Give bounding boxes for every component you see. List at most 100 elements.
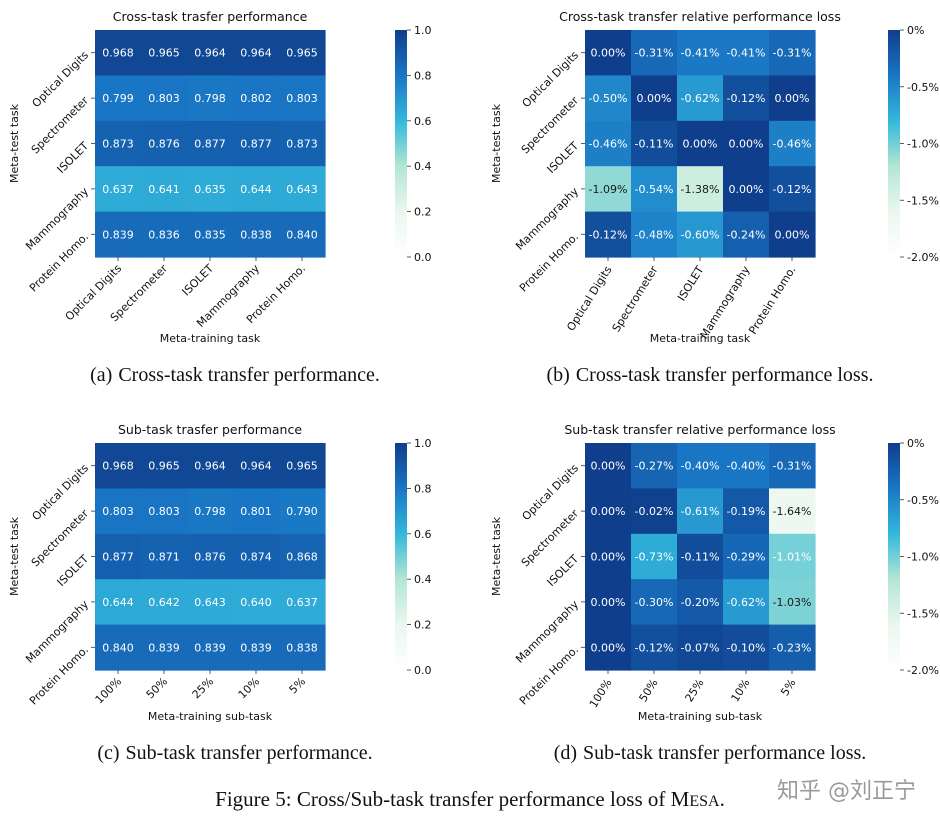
cell-value-label: 0.965	[286, 460, 318, 473]
cell-value-label: 0.839	[194, 641, 226, 654]
caption-c: (c) Sub-task transfer performance.	[50, 742, 420, 765]
heatmap-cell	[631, 120, 678, 167]
cell-value-label: 0.642	[148, 596, 180, 609]
heatmap-cell	[187, 579, 234, 626]
cell-value-label: -0.61%	[681, 505, 720, 518]
cell-value-label: 0.643	[286, 183, 318, 196]
cell-value-label: -0.41%	[681, 47, 720, 60]
colorbar	[395, 443, 407, 670]
colorbar-tick-label: 0.0	[414, 251, 432, 264]
heatmap-cell	[723, 30, 770, 76]
colorbar-tick-label: 0.6	[414, 528, 432, 541]
cell-value-label: 0.00%	[591, 596, 626, 609]
cell-value-label: 0.964	[240, 47, 272, 60]
colorbar-tick-label: -0.5%	[907, 81, 939, 94]
x-tick-label: 50%	[637, 677, 661, 705]
x-axis-label: Meta-training task	[650, 332, 751, 345]
cell-value-label: 0.803	[286, 92, 318, 105]
y-tick-label: ISOLET	[545, 139, 582, 176]
heatmap-cell	[279, 488, 326, 535]
watermark: 知乎 @刘正宁	[777, 779, 916, 804]
y-tick-label: ISOLET	[55, 552, 92, 589]
caption-a-text: Cross-task transfer performance.	[118, 364, 380, 386]
heatmap-cell	[141, 30, 188, 76]
heatmap-cell	[141, 443, 188, 489]
cell-value-label: -1.09%	[589, 183, 628, 196]
y-axis-label: Meta-test task	[490, 103, 503, 183]
chart-title: Sub-task transfer relative performance l…	[564, 422, 835, 437]
colorbar	[395, 30, 407, 257]
x-tick-label: 5%	[287, 675, 309, 697]
colorbar-tick-label: 1.0	[414, 24, 432, 37]
heatmap-cell	[279, 443, 326, 489]
heatmap-cell	[677, 624, 724, 671]
cell-value-label: 0.839	[148, 641, 180, 654]
cell-value-label: -0.31%	[773, 460, 812, 473]
heatmap-cell	[233, 579, 280, 626]
heatmap-cell	[585, 166, 632, 213]
colorbar-tick-label: 0.6	[414, 115, 432, 128]
cell-value-label: -0.48%	[635, 228, 674, 241]
heatmap-cell	[233, 533, 280, 580]
colorbar-tick-label: 0.4	[414, 573, 432, 586]
figure-caption-prefix: Figure 5: Cross/Sub-task transfer perfor…	[215, 787, 671, 811]
cell-value-label: -1.38%	[681, 183, 720, 196]
colorbar	[888, 443, 900, 670]
heatmap-cell	[723, 624, 770, 671]
heatmap-cell	[769, 75, 816, 122]
cell-value-label: 0.00%	[591, 460, 626, 473]
colorbar	[888, 30, 900, 257]
heatmap-cell	[631, 488, 678, 535]
heatmap-cell	[141, 120, 188, 167]
cell-value-label: 0.801	[240, 505, 272, 518]
cell-value-label: 0.00%	[591, 505, 626, 518]
cell-value-label: 0.840	[102, 641, 134, 654]
cell-value-label: -0.12%	[773, 183, 812, 196]
heatmap-sub-task-performance: Sub-task trasfer performance 0.968 0.965 0.…	[8, 422, 432, 723]
chart-title: Sub-task trasfer performance	[118, 422, 302, 437]
heatmap-cell	[187, 75, 234, 122]
heatmap-cell	[769, 533, 816, 580]
cell-value-label: 0.00%	[637, 92, 672, 105]
cell-value-label: 0.803	[102, 505, 134, 518]
x-axis-label: Meta-training task	[160, 332, 261, 345]
cell-value-label: -0.12%	[589, 228, 628, 241]
caption-b-label: (b)	[546, 364, 570, 386]
chart-title: Cross-task trasfer performance	[113, 9, 308, 24]
chart-title: Cross-task transfer relative performance…	[559, 9, 841, 24]
cell-value-label: 0.00%	[775, 92, 810, 105]
heatmap-cell	[585, 624, 632, 671]
cell-value-label: -0.12%	[727, 92, 766, 105]
cell-value-label: -0.31%	[635, 47, 674, 60]
heatmap-cell	[723, 75, 770, 122]
colorbar-tick-label: -2.0%	[907, 251, 939, 264]
heatmap-cell	[279, 166, 326, 213]
y-axis-label: Meta-test task	[8, 516, 21, 596]
colorbar-tick-label: 0.2	[414, 619, 432, 632]
colorbar-tick-label: -1.5%	[907, 194, 939, 207]
heatmap-cell	[585, 30, 632, 76]
cell-value-label: 0.635	[194, 183, 226, 196]
cell-value-label: -0.11%	[635, 138, 674, 151]
heatmap-cell	[233, 75, 280, 122]
x-tick-label: Optical Digits	[564, 263, 614, 333]
heatmap-cell	[233, 624, 280, 671]
caption-b: (b) Cross-task transfer performance loss.	[510, 364, 910, 387]
heatmap-cell	[141, 166, 188, 213]
cell-value-label: -0.50%	[589, 92, 628, 105]
heatmap-cell	[233, 120, 280, 167]
cell-value-label: 0.802	[240, 92, 272, 105]
caption-c-text: Sub-task transfer performance.	[125, 742, 373, 764]
y-axis-label: Meta-test task	[490, 516, 503, 596]
heatmap-cell	[279, 75, 326, 122]
colorbar-tick-label: -1.5%	[907, 607, 939, 620]
x-tick-label: Mammography	[697, 263, 752, 341]
heatmap-cell	[631, 30, 678, 76]
heatmap-cell	[95, 211, 142, 258]
cell-value-label: -0.20%	[681, 596, 720, 609]
colorbar-tick-label: 1.0	[414, 437, 432, 450]
cell-value-label: -0.54%	[635, 183, 674, 196]
x-tick-label: 10%	[729, 677, 753, 705]
cell-value-label: 0.00%	[591, 47, 626, 60]
cell-value-label: -0.23%	[773, 641, 812, 654]
